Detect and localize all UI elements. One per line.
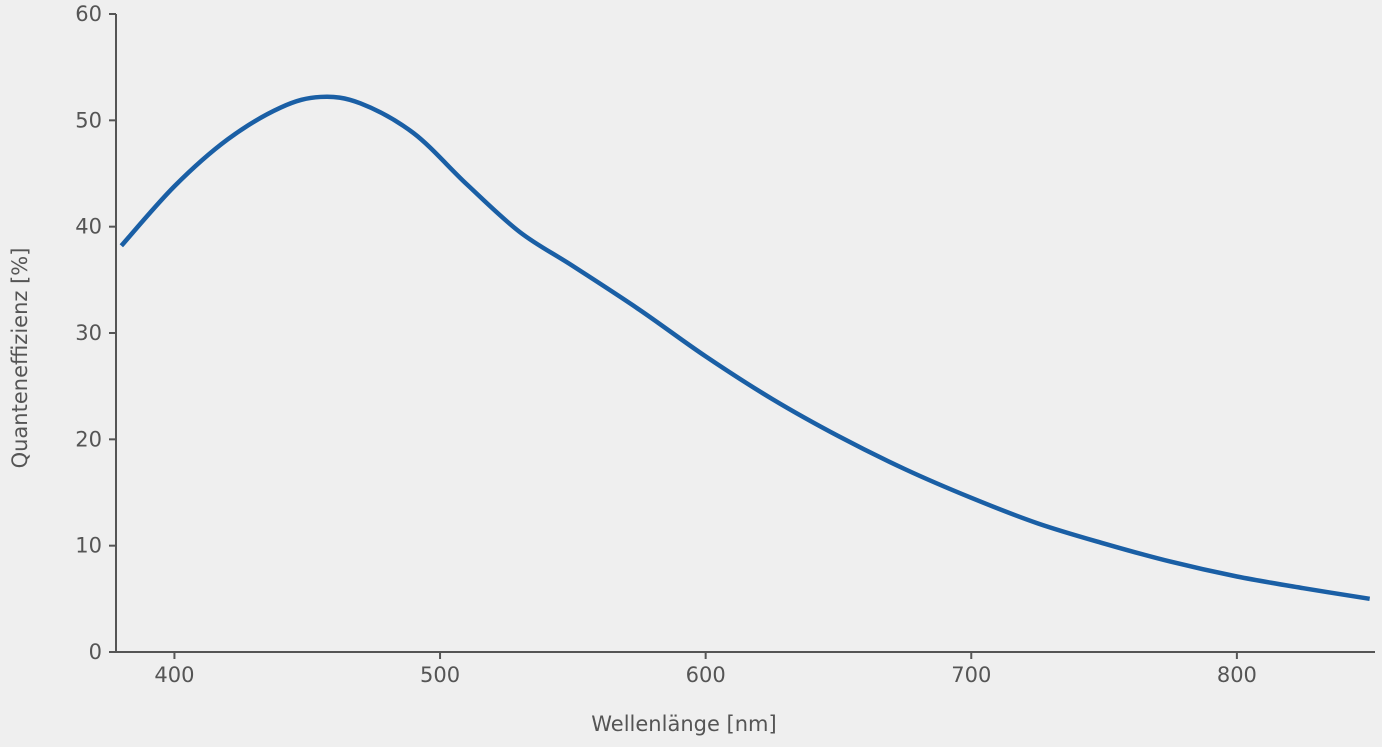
y-tick-label: 60 xyxy=(75,2,102,26)
y-tick-label: 10 xyxy=(75,534,102,558)
x-tick-label: 700 xyxy=(951,663,991,687)
x-tick-label: 500 xyxy=(420,663,460,687)
quantum-efficiency-line xyxy=(119,94,1371,602)
y-axis-title: Quanteneffizienz [%] xyxy=(8,248,32,469)
x-tick-label: 400 xyxy=(154,663,194,687)
x-tick-label: 600 xyxy=(686,663,726,687)
y-tick-label: 0 xyxy=(89,640,102,664)
y-tick-label: 40 xyxy=(75,215,102,239)
x-tick-label: 800 xyxy=(1217,663,1257,687)
x-axis-title: Wellenlänge [nm] xyxy=(591,712,776,736)
y-tick-label: 20 xyxy=(75,427,102,451)
y-tick-label: 50 xyxy=(75,108,102,132)
y-tick-label: 30 xyxy=(75,321,102,345)
